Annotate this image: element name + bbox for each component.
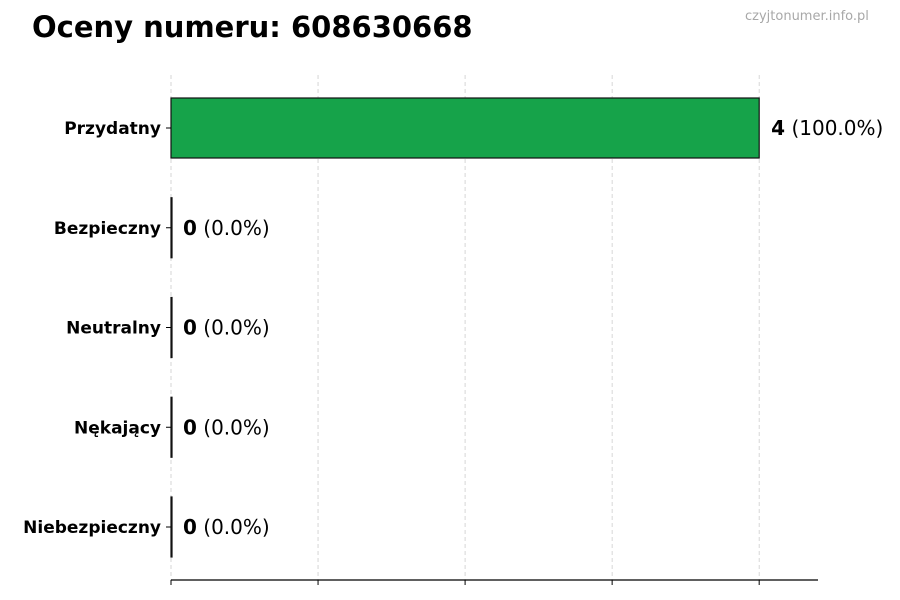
bar — [170, 496, 173, 558]
category-label: Przydatny — [64, 119, 161, 139]
data-label-percent: (100.0%) — [785, 116, 883, 140]
data-label: 0 (0.0%) — [183, 415, 270, 439]
watermark: czyjtonumer.info.pl — [745, 9, 869, 24]
data-label-percent: (0.0%) — [197, 415, 270, 439]
data-label-count: 0 — [183, 515, 197, 539]
category-label: Neutralny — [66, 319, 161, 339]
bar — [170, 396, 173, 458]
data-label: 0 (0.0%) — [183, 316, 270, 340]
data-label-count: 0 — [183, 415, 197, 439]
data-label: 0 (0.0%) — [183, 216, 270, 240]
data-label-count: 4 — [771, 116, 785, 140]
data-label-percent: (0.0%) — [197, 316, 270, 340]
chart-title: Oceny numeru: 608630668 — [32, 10, 473, 44]
category-label: Nękający — [74, 418, 161, 438]
data-label-count: 0 — [183, 216, 197, 240]
data-label-percent: (0.0%) — [197, 216, 270, 240]
data-label: 4 (100.0%) — [771, 116, 883, 140]
data-label: 0 (0.0%) — [183, 515, 270, 539]
bar — [170, 97, 760, 159]
data-label-percent: (0.0%) — [197, 515, 270, 539]
bar — [170, 296, 173, 359]
data-label-count: 0 — [183, 316, 197, 340]
bar — [170, 197, 173, 259]
category-label: Niebezpieczny — [23, 518, 161, 538]
category-label: Bezpieczny — [54, 219, 161, 239]
